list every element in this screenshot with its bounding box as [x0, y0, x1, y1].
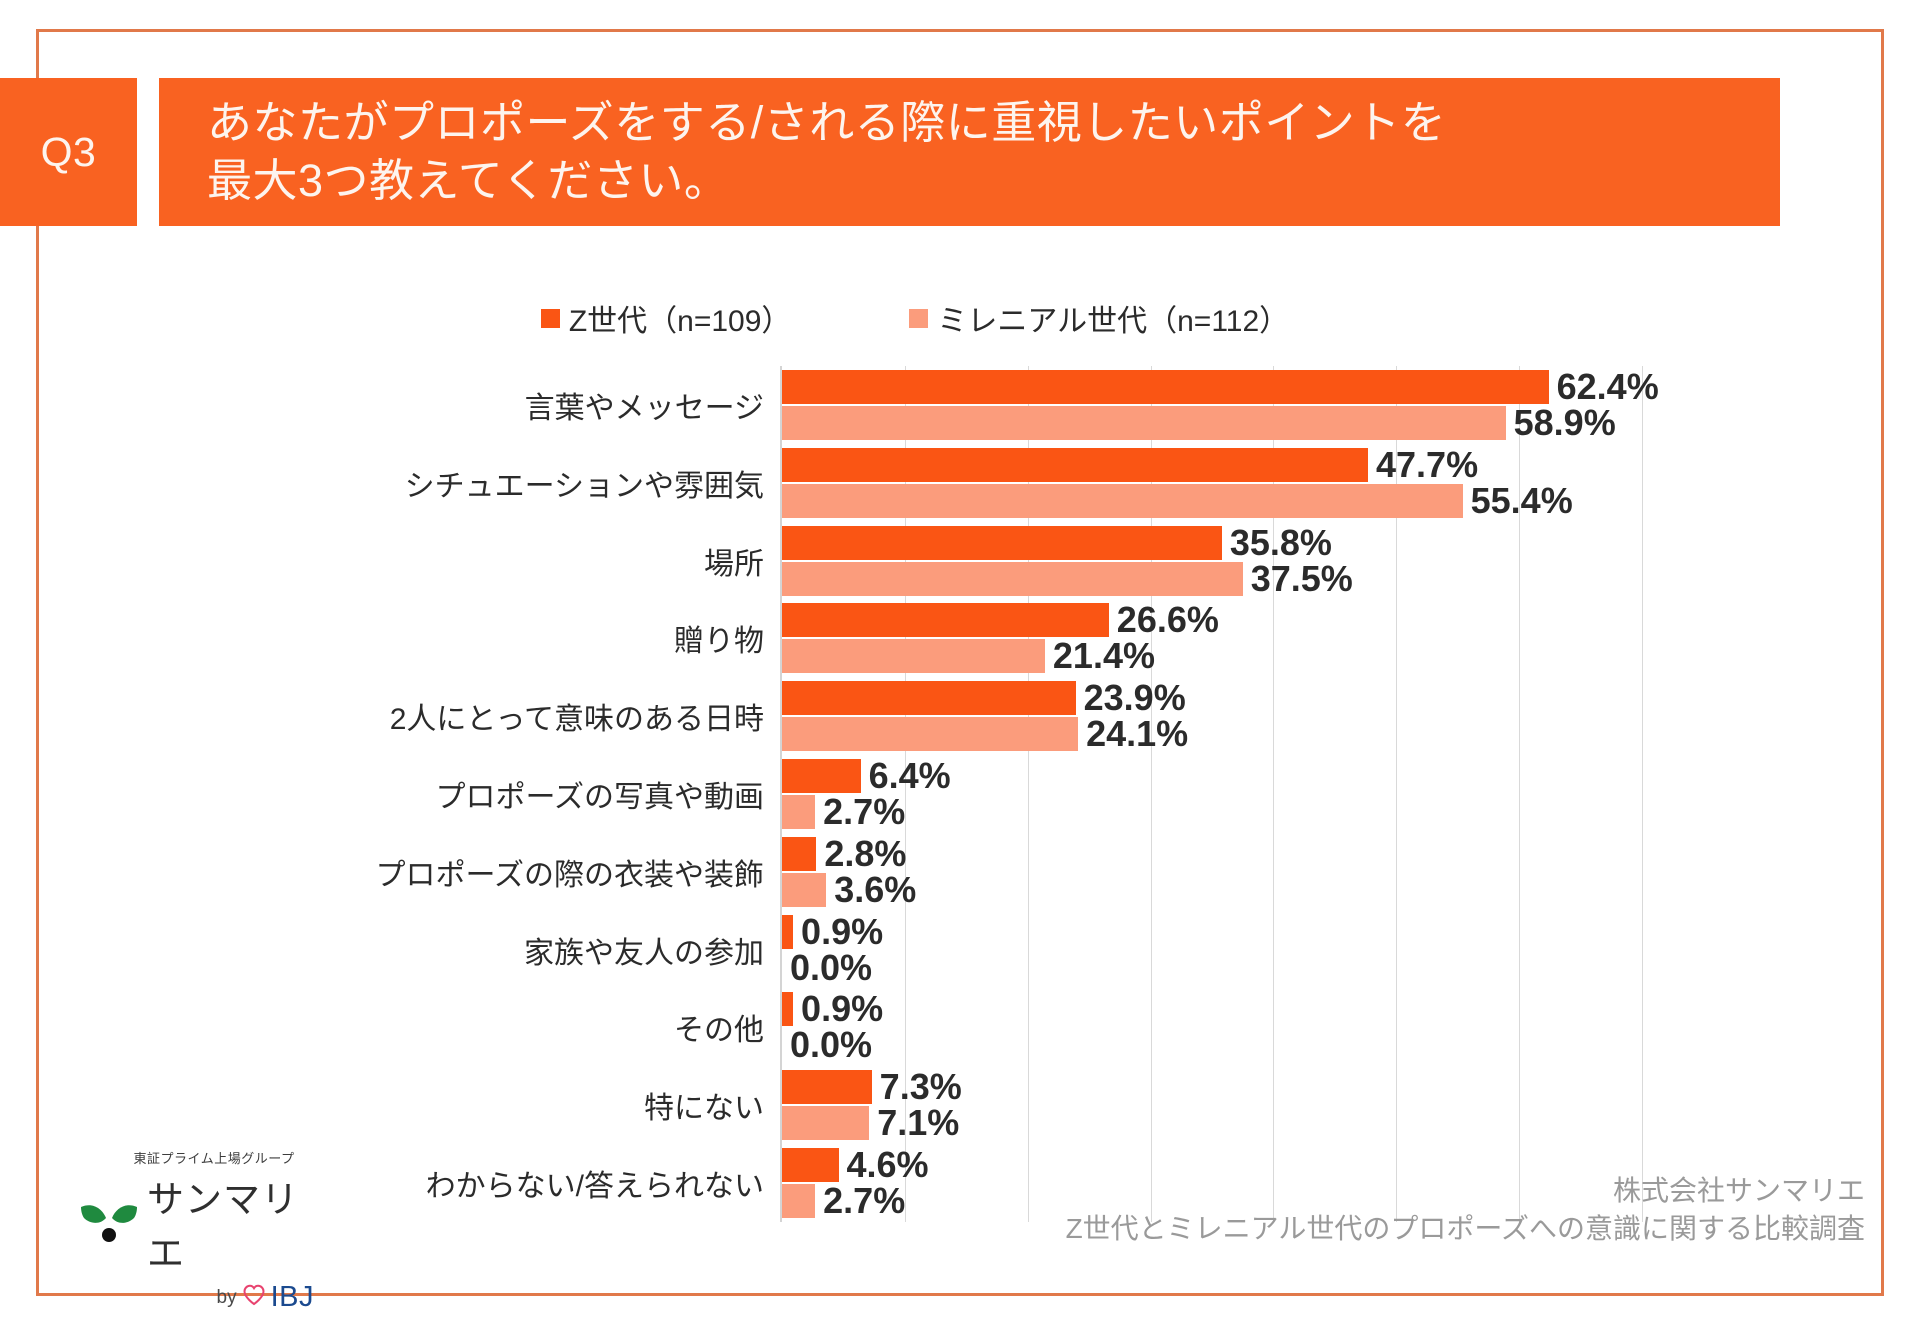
company-logo: 東証プライム上場グループ サンマリエ by IBJ	[78, 1148, 328, 1314]
bar-value-0-series-1: 58.9%	[1513, 401, 1616, 443]
bar-2-series-0[interactable]	[782, 525, 1222, 560]
logo-by-text: by	[216, 1286, 237, 1308]
category-label-7: 家族や友人の参加	[524, 936, 764, 970]
bar-value-0-series-0: 62.4%	[1556, 365, 1659, 407]
logo-partner-row: by IBJ	[78, 1281, 314, 1314]
category-label-8: その他	[674, 1014, 764, 1048]
bar-value-4-series-0: 23.9%	[1083, 677, 1186, 719]
category-label-1: シチュエーションや雰囲気	[404, 469, 764, 503]
logo-company-name: サンマリエ	[147, 1179, 299, 1274]
legend-item-1[interactable]: ミレニアル世代（n=112）	[909, 296, 1289, 340]
bar-chart: 言葉やメッセージシチュエーションや雰囲気場所贈り物 2人にとって意味のある日時プロ…	[0, 366, 1830, 1236]
gridline-20	[1027, 366, 1029, 1222]
legend-item-0[interactable]: Z世代（n=109）	[540, 296, 792, 340]
legend-square-icon	[909, 308, 929, 328]
question-number-badge: Q3	[0, 78, 137, 226]
bar-value-7-series-1: 0.0%	[790, 946, 873, 988]
bar-10-series-1[interactable]	[782, 1184, 816, 1219]
bar-6-series-1[interactable]	[782, 872, 827, 907]
category-label-9: 特にない	[644, 1092, 764, 1126]
bar-10-series-0[interactable]	[782, 1148, 839, 1183]
plot-area: 62.4% 58.9% 47.7% 55.4% 35.8% 37.5% 26.6% 21.4%…	[780, 366, 1659, 1222]
category-label-2: 場所	[704, 547, 764, 581]
bar-value-2-series-0: 35.8%	[1229, 521, 1332, 563]
bar-4-series-1[interactable]	[782, 717, 1079, 752]
logo-main-row: サンマリエ	[78, 1169, 328, 1277]
question-banner: あなたがプロポーズをする/される際に重視したいポイントを 最大3つ教えてください…	[159, 78, 1780, 226]
bar-value-1-series-0: 47.7%	[1376, 443, 1479, 485]
bar-value-6-series-0: 2.8%	[824, 832, 907, 874]
credits-block: 株式会社サンマリエ Z世代とミレニアル世代のプロポーズへの意識に関する比較調査	[1066, 1172, 1865, 1248]
bar-5-series-1[interactable]	[782, 795, 816, 829]
credit-survey-name: Z世代とミレニアル世代のプロポーズへの意識に関する比較調査	[1065, 1212, 1865, 1244]
bar-value-2-series-1: 37.5%	[1250, 557, 1353, 599]
bar-value-5-series-0: 6.4%	[868, 755, 951, 796]
bar-value-6-series-1: 3.6%	[834, 868, 917, 910]
bar-2-series-1[interactable]	[782, 561, 1243, 596]
question-text-line-2: 最大3つ教えてください。	[207, 155, 730, 206]
bar-value-9-series-0: 7.3%	[879, 1066, 962, 1108]
category-axis-labels: 言葉やメッセージシチュエーションや雰囲気場所贈り物 2人にとって意味のある日時プロ…	[0, 366, 780, 1236]
bar-value-7-series-0: 0.9%	[801, 910, 884, 952]
category-label-6: プロポーズの際の衣装や装飾	[375, 858, 765, 892]
question-number-label: Q3	[40, 128, 97, 175]
bar-8-series-0[interactable]	[782, 992, 794, 1027]
gridline-70	[1642, 366, 1643, 1222]
bar-value-8-series-0: 0.9%	[801, 988, 884, 1030]
legend-label-0: Z世代（n=109）	[568, 305, 792, 338]
bar-value-8-series-1: 0.0%	[790, 1024, 873, 1066]
logo-partner-name: IBJ	[270, 1281, 314, 1313]
category-label-5: プロポーズの写真や動画	[435, 781, 765, 814]
bar-value-9-series-1: 7.1%	[877, 1102, 960, 1144]
gridline-40	[1273, 366, 1275, 1222]
bar-4-series-0[interactable]	[782, 681, 1076, 716]
category-label-0: 言葉やメッセージ	[524, 391, 764, 425]
bar-1-series-1[interactable]	[782, 483, 1463, 518]
legend-square-icon	[540, 308, 560, 328]
bar-9-series-1[interactable]	[782, 1106, 870, 1141]
bar-6-series-0[interactable]	[782, 836, 817, 871]
bar-value-10-series-1: 2.7%	[823, 1180, 906, 1222]
gridline-50	[1396, 366, 1398, 1222]
gridline-10	[904, 366, 906, 1222]
bar-value-1-series-1: 55.4%	[1470, 479, 1573, 521]
legend-label-1: ミレニアル世代（n=112）	[937, 305, 1290, 338]
bar-3-series-1[interactable]	[782, 639, 1045, 674]
question-text-line-1: あなたがプロポーズをする/される際に重視したいポイントを	[207, 97, 1447, 149]
category-label-3: 贈り物	[674, 625, 764, 659]
gridline-30	[1150, 366, 1152, 1222]
category-label-4: 2人にとって意味のある日時	[389, 703, 764, 737]
bar-5-series-0[interactable]	[782, 759, 861, 793]
bar-value-10-series-0: 4.6%	[846, 1144, 929, 1186]
slide-border-frame	[36, 29, 1884, 1296]
gridline-60	[1519, 366, 1521, 1222]
heart-icon	[242, 1283, 266, 1312]
bar-3-series-0[interactable]	[782, 603, 1109, 638]
bar-value-5-series-1: 2.7%	[823, 791, 906, 832]
bar-value-3-series-1: 21.4%	[1052, 635, 1155, 677]
bar-9-series-0[interactable]	[782, 1070, 872, 1105]
bar-value-4-series-1: 24.1%	[1086, 713, 1189, 755]
leaf-icon	[78, 1198, 140, 1249]
bar-0-series-1[interactable]	[782, 405, 1506, 440]
bar-1-series-0[interactable]	[782, 447, 1369, 482]
logo-tagline: 東証プライム上場グループ	[133, 1151, 295, 1166]
bar-7-series-0[interactable]	[782, 914, 794, 949]
chart-legend: Z世代（n=109） ミレニアル世代（n=112）	[0, 296, 1830, 340]
bar-0-series-0[interactable]	[782, 369, 1549, 404]
credit-company: 株式会社サンマリエ	[1612, 1175, 1865, 1206]
bar-value-3-series-0: 26.6%	[1116, 599, 1219, 641]
category-label-10: わからない/答えられない	[425, 1170, 764, 1204]
